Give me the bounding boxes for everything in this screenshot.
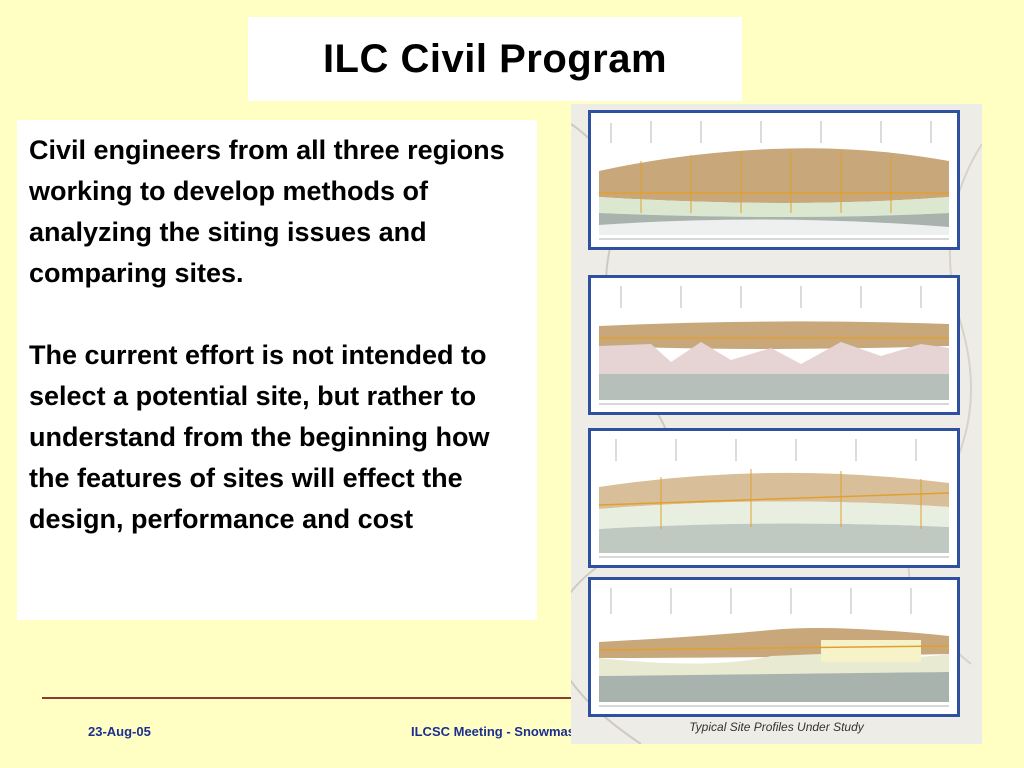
site-profile-3 [588, 428, 960, 568]
footer-meeting: ILCSC Meeting - Snowmass [411, 724, 571, 739]
paragraph-2: The current effort is not intended to se… [29, 340, 490, 534]
slide-title: ILC Civil Program [322, 36, 668, 81]
title-box: ILC Civil Program [248, 17, 742, 101]
site-profile-4 [588, 577, 960, 717]
body-text-box: Civil engineers from all three regions w… [17, 120, 537, 620]
footer-date: 23-Aug-05 [88, 724, 151, 739]
paragraph-1: Civil engineers from all three regions w… [29, 135, 505, 288]
site-profile-1 [588, 110, 960, 250]
site-profiles-figure: Typical Site Profiles Under Study [571, 104, 982, 744]
site-profile-2 [588, 275, 960, 415]
footer-divider [42, 697, 571, 699]
figure-caption: Typical Site Profiles Under Study [689, 720, 864, 734]
